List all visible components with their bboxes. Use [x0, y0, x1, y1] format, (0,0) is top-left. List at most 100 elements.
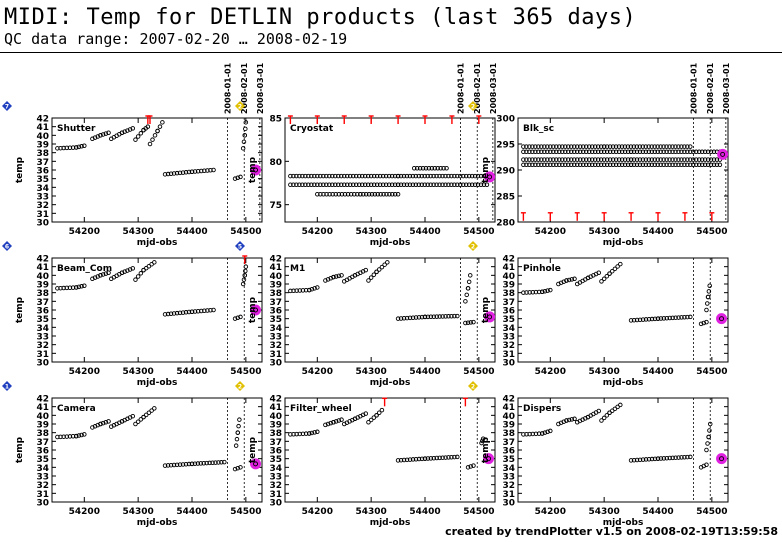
data-point — [595, 157, 601, 162]
data-point — [664, 149, 669, 155]
data-point — [533, 162, 538, 168]
data-point — [339, 273, 344, 278]
data-point — [288, 173, 293, 179]
data-point — [688, 454, 693, 460]
y-tick-label: 32 — [502, 481, 515, 491]
data-point — [595, 162, 601, 168]
data-point — [413, 173, 419, 179]
data-point — [583, 162, 589, 168]
data-point — [554, 144, 559, 149]
data-point — [673, 162, 678, 168]
latest-point — [250, 304, 262, 316]
data-point — [61, 285, 66, 291]
data-point — [338, 182, 344, 187]
data-point — [141, 414, 146, 420]
data-point — [294, 182, 299, 187]
y-tick-label: 33 — [36, 193, 49, 203]
data-point — [238, 314, 243, 320]
data-point — [649, 162, 655, 168]
data-point — [563, 157, 568, 162]
x-tick-label: 54300 — [588, 227, 619, 237]
y-tick-label: 35 — [36, 175, 49, 185]
data-point — [466, 173, 472, 179]
data-point — [481, 182, 487, 187]
data-point — [147, 141, 153, 147]
x-axis-label: mjd-obs — [370, 238, 411, 248]
data-point — [371, 272, 377, 278]
data-point — [300, 288, 306, 293]
y-tick-label: 32 — [502, 341, 515, 351]
data-point — [351, 192, 357, 197]
data-point — [610, 157, 616, 162]
data-point — [619, 157, 625, 162]
y-tick-label: 38 — [502, 289, 515, 299]
y-tick-label: 38 — [269, 289, 282, 299]
y-tick-label: 37 — [269, 298, 282, 308]
data-point — [679, 315, 684, 320]
panel-marker-icon — [2, 381, 12, 391]
data-point — [411, 166, 417, 171]
data-point — [449, 173, 454, 179]
data-point — [294, 431, 299, 437]
data-point — [100, 420, 106, 426]
data-point — [707, 283, 712, 288]
data-point — [82, 143, 87, 148]
x-tick-label: 54400 — [642, 507, 673, 517]
data-point — [437, 173, 442, 179]
data-point — [580, 149, 586, 155]
data-point — [309, 430, 315, 436]
data-point — [171, 462, 177, 468]
y-tick-label: 37 — [269, 438, 282, 448]
y-tick-label: 31 — [269, 350, 282, 360]
data-point — [699, 149, 705, 155]
data-point — [563, 144, 568, 149]
data-point — [571, 162, 577, 168]
data-point — [82, 432, 87, 437]
latest-point — [484, 311, 496, 323]
data-point — [563, 149, 568, 155]
data-point — [646, 144, 651, 149]
panel-label: Beam_Com — [57, 264, 112, 274]
y-tick-label: 36 — [36, 167, 49, 177]
data-point — [327, 182, 332, 187]
data-point — [607, 144, 613, 149]
data-point — [428, 456, 434, 461]
x-tick-label: 54400 — [176, 507, 207, 517]
data-point — [189, 169, 195, 174]
data-point — [312, 286, 317, 291]
data-point — [601, 157, 607, 162]
data-point — [413, 182, 419, 187]
data-point — [465, 465, 471, 470]
data-point — [649, 149, 655, 155]
chart-panel-cryostat: 75 80 85 54200 54300 54400 54500 mjd-obs temp 200… — [235, 62, 498, 248]
panel-marker-icon — [235, 241, 245, 251]
data-point — [583, 149, 589, 155]
data-point — [568, 157, 574, 162]
x-tick-label: 54300 — [122, 507, 153, 517]
x-tick-label: 54400 — [409, 367, 440, 377]
panel-marker-number: 7 — [5, 104, 9, 111]
data-point — [138, 131, 144, 136]
data-point — [174, 462, 180, 468]
data-point — [705, 294, 711, 300]
data-point — [431, 455, 437, 461]
data-point — [321, 173, 326, 179]
date-marker-label: 2008-01-01 — [457, 62, 466, 114]
y-tick-label: 30 — [36, 219, 49, 229]
y-tick-label: 41 — [269, 403, 282, 413]
y-tick-label: 33 — [36, 473, 49, 483]
data-point — [607, 271, 612, 276]
data-point — [478, 173, 484, 179]
data-point — [410, 315, 416, 320]
y-tick-label: 34 — [502, 464, 515, 474]
y-tick-label: 42 — [269, 255, 282, 265]
data-point — [446, 182, 451, 187]
data-point — [551, 162, 556, 168]
data-point — [336, 273, 342, 279]
y-tick-label: 42 — [269, 395, 282, 405]
y-tick-label: 38 — [36, 149, 49, 159]
